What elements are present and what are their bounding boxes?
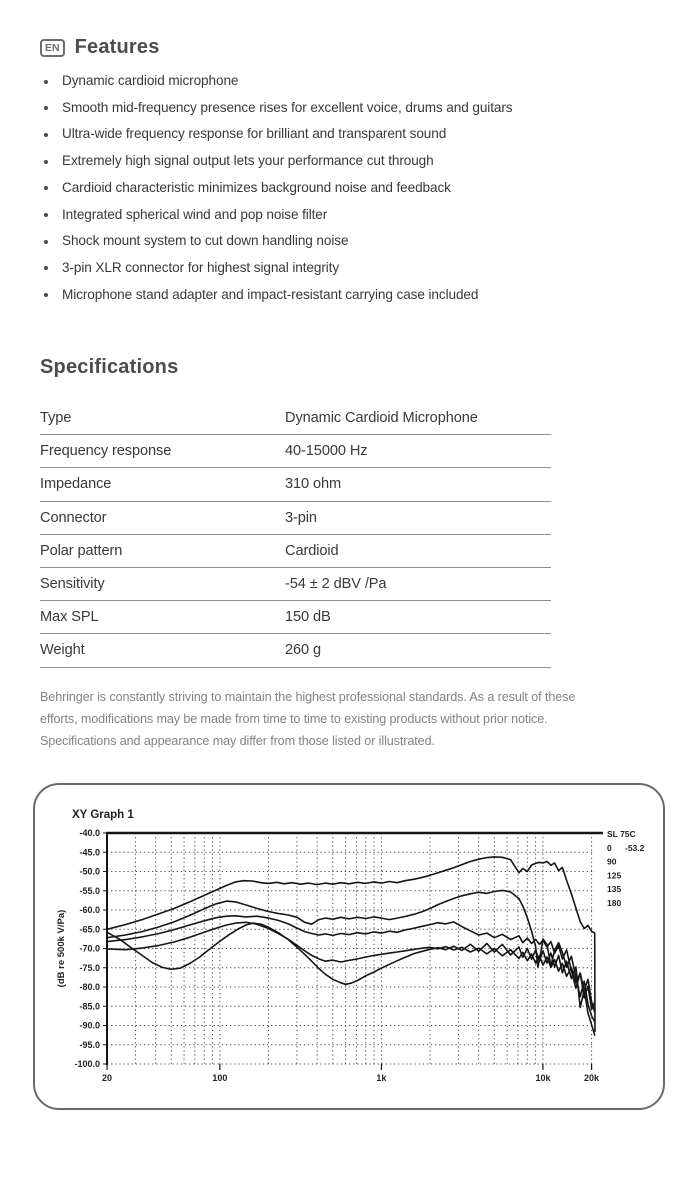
y-tick-label: -80.0	[79, 982, 100, 992]
y-axis-title: (dB re 500k V/Pa)	[56, 910, 67, 988]
table-row: Connector 3-pin	[40, 502, 551, 535]
x-tick-label: 100	[212, 1073, 227, 1083]
y-tick-label: -70.0	[79, 944, 100, 954]
spec-value: 3-pin	[285, 509, 317, 526]
x-tick-label: 1k	[376, 1073, 387, 1083]
y-tick-label: -45.0	[79, 847, 100, 857]
legend-angle-label: 180	[607, 898, 621, 908]
legend-angle-label: 90	[607, 857, 617, 867]
y-tick-label: -60.0	[79, 905, 100, 915]
feature-item: Cardioid characteristic minimizes backgr…	[40, 175, 660, 202]
y-tick-label: -50.0	[79, 867, 100, 877]
spec-label: Polar pattern	[40, 542, 123, 559]
disclaimer-text: Behringer is constantly striving to main…	[40, 690, 576, 748]
y-tick-label: -85.0	[79, 1001, 100, 1011]
spec-value: 260 g	[285, 642, 322, 659]
spec-label: Weight	[40, 642, 85, 659]
feature-item: Integrated spherical wind and pop noise …	[40, 202, 660, 229]
features-list: Dynamic cardioid microphone Smooth mid-f…	[40, 68, 660, 308]
chart-title: XY Graph 1	[72, 809, 134, 821]
y-tick-label: -95.0	[79, 1040, 100, 1050]
legend-model-label: SL 75C	[607, 829, 636, 839]
feature-item: Smooth mid-frequency presence rises for …	[40, 95, 660, 122]
legend-angle-label: 0	[607, 843, 612, 853]
spec-label: Sensitivity	[40, 576, 105, 593]
specifications-table: Type Dynamic Cardioid Microphone Frequen…	[40, 402, 551, 668]
feature-item: 3-pin XLR connector for highest signal i…	[40, 255, 660, 282]
table-row: Polar pattern Cardioid	[40, 535, 551, 568]
spec-label: Impedance	[40, 476, 112, 493]
y-tick-label: -100.0	[74, 1059, 100, 1069]
series-curve-135deg	[106, 921, 596, 1013]
xy-graph: -40.0 -45.0 -50.0 -55.0 -60.0 -65.0 -70.0 -75.0…	[56, 809, 645, 1083]
specifications-title: Specifications	[40, 356, 179, 378]
feature-item: Extremely high signal output lets your p…	[40, 148, 660, 175]
y-tick-label: -90.0	[79, 1021, 100, 1031]
spec-value: 150 dB	[285, 609, 331, 626]
x-tick-label: 20k	[584, 1073, 600, 1083]
table-row: Max SPL 150 dB	[40, 601, 551, 635]
feature-item: Shock mount system to cut down handling …	[40, 228, 660, 255]
table-row: Frequency response 40-15000 Hz	[40, 435, 551, 469]
legend-angle-label: 135	[607, 884, 621, 894]
table-row: Type Dynamic Cardioid Microphone	[40, 402, 551, 436]
frequency-response-chart-card: -40.0 -45.0 -50.0 -55.0 -60.0 -65.0 -70.0 -75.0…	[33, 783, 665, 1110]
spec-label: Connector	[40, 509, 107, 526]
spec-label: Max SPL	[40, 609, 99, 626]
features-header: EN Features	[40, 36, 160, 59]
spec-value: Dynamic Cardioid Microphone	[285, 410, 478, 427]
y-tick-label: -65.0	[79, 924, 100, 934]
x-tick-label: 10k	[535, 1073, 551, 1083]
y-tick-label: -40.0	[79, 828, 100, 838]
table-row: Impedance 310 ohm	[40, 468, 551, 502]
feature-item: Ultra-wide frequency response for brilli…	[40, 121, 660, 148]
legend-angle-label: 125	[607, 870, 621, 880]
spec-value: 40-15000 Hz	[285, 443, 368, 460]
spec-label: Type	[40, 410, 72, 427]
spec-label: Frequency response	[40, 443, 172, 460]
feature-item: Microphone stand adapter and impact-resi…	[40, 282, 660, 309]
table-row: Sensitivity -54 ± 2 dBV /Pa	[40, 568, 551, 602]
series-curve-180deg	[106, 922, 596, 1036]
features-title: Features	[74, 36, 160, 58]
spec-value: 310 ohm	[285, 476, 342, 493]
y-tick-label: -75.0	[79, 963, 100, 973]
feature-item: Dynamic cardioid microphone	[40, 68, 660, 95]
series-curve-125deg	[106, 915, 596, 1011]
table-row: Weight 260 g	[40, 634, 551, 668]
legend-cursor-value: -53.2	[625, 843, 645, 853]
x-tick-label: 20	[102, 1073, 112, 1083]
language-badge: EN	[40, 38, 65, 57]
spec-value: Cardioid	[285, 542, 339, 559]
series-curve-0deg	[106, 856, 596, 1033]
spec-value: -54 ± 2 dBV /Pa	[285, 576, 387, 593]
y-tick-label: -55.0	[79, 886, 100, 896]
